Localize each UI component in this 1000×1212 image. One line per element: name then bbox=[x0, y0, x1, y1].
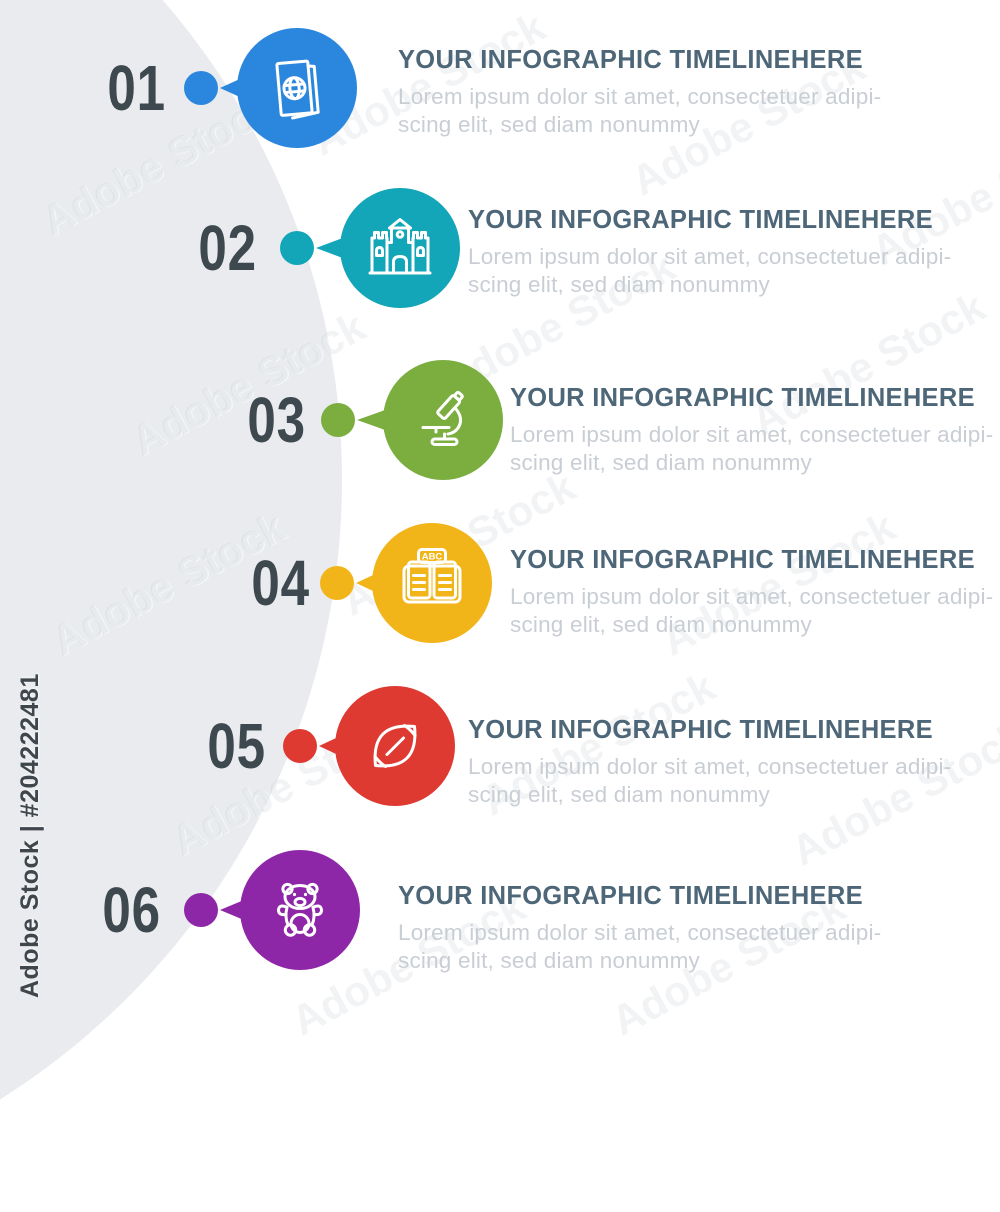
step-badge bbox=[184, 28, 357, 148]
item-subtitle: Lorem ipsum dolor sit amet, consectetuer… bbox=[468, 243, 951, 299]
step-number: 05 bbox=[207, 710, 267, 782]
subtitle-line-1: Lorem ipsum dolor sit amet, consectetuer… bbox=[468, 754, 952, 779]
rugby-ball-icon bbox=[373, 724, 417, 768]
item-subtitle: Lorem ipsum dolor sit amet, consectetuer… bbox=[398, 83, 881, 139]
connector-dot bbox=[184, 893, 218, 927]
subtitle-line-1: Lorem ipsum dolor sit amet, consectetuer… bbox=[398, 920, 882, 945]
bubble-circle bbox=[383, 360, 503, 480]
item-subtitle: Lorem ipsum dolor sit amet, consectetuer… bbox=[398, 919, 881, 975]
connector-dot bbox=[283, 729, 317, 763]
connector-dot bbox=[184, 71, 218, 105]
subtitle-line-2: scing elit, sed diam nonummy bbox=[510, 450, 812, 475]
connector-dot bbox=[321, 403, 355, 437]
step-badge bbox=[280, 188, 460, 308]
step-badge: ABC bbox=[320, 523, 492, 643]
subtitle-line-2: scing elit, sed diam nonummy bbox=[468, 782, 770, 807]
abc-label: ABC bbox=[422, 551, 443, 562]
subtitle-line-1: Lorem ipsum dolor sit amet, consectetuer… bbox=[510, 422, 994, 447]
item-title: YOUR INFOGRAPHIC TIMELINEHERE bbox=[398, 882, 863, 910]
bubble-circle bbox=[340, 188, 460, 308]
stock-id-label: Adobe Stock | #204222481 bbox=[16, 673, 44, 998]
subtitle-line-2: scing elit, sed diam nonummy bbox=[398, 948, 700, 973]
subtitle-line-1: Lorem ipsum dolor sit amet, consectetuer… bbox=[398, 84, 882, 109]
passport-icon bbox=[275, 59, 320, 120]
book-abc-icon: ABC bbox=[402, 548, 462, 604]
step-number: 06 bbox=[102, 874, 162, 946]
subtitle-line-1: Lorem ipsum dolor sit amet, consectetuer… bbox=[468, 244, 952, 269]
castle-icon bbox=[368, 218, 432, 275]
item-title: YOUR INFOGRAPHIC TIMELINEHERE bbox=[398, 46, 863, 74]
item-subtitle: Lorem ipsum dolor sit amet, consectetuer… bbox=[510, 421, 993, 477]
step-number: 03 bbox=[247, 384, 307, 456]
subtitle-line-1: Lorem ipsum dolor sit amet, consectetuer… bbox=[510, 584, 994, 609]
step-badge bbox=[283, 686, 455, 806]
step-number: 04 bbox=[251, 547, 311, 619]
bubble-circle bbox=[372, 523, 492, 643]
step-badge bbox=[321, 360, 503, 480]
step-number: 01 bbox=[107, 52, 167, 124]
item-subtitle: Lorem ipsum dolor sit amet, consectetuer… bbox=[468, 753, 951, 809]
step-number: 02 bbox=[198, 212, 258, 284]
item-title: YOUR INFOGRAPHIC TIMELINEHERE bbox=[468, 206, 933, 234]
item-title: YOUR INFOGRAPHIC TIMELINEHERE bbox=[510, 546, 975, 574]
subtitle-line-2: scing elit, sed diam nonummy bbox=[398, 112, 700, 137]
item-title: YOUR INFOGRAPHIC TIMELINEHERE bbox=[468, 716, 933, 744]
bubble-circle bbox=[237, 28, 357, 148]
teddy-bear-icon bbox=[277, 882, 323, 937]
item-subtitle: Lorem ipsum dolor sit amet, consectetuer… bbox=[510, 583, 993, 639]
microscope-icon bbox=[421, 390, 464, 446]
connector-dot bbox=[280, 231, 314, 265]
step-badge bbox=[184, 850, 360, 970]
item-title: YOUR INFOGRAPHIC TIMELINEHERE bbox=[510, 384, 975, 412]
connector-dot bbox=[320, 566, 354, 600]
subtitle-line-2: scing elit, sed diam nonummy bbox=[468, 272, 770, 297]
subtitle-line-2: scing elit, sed diam nonummy bbox=[510, 612, 812, 637]
